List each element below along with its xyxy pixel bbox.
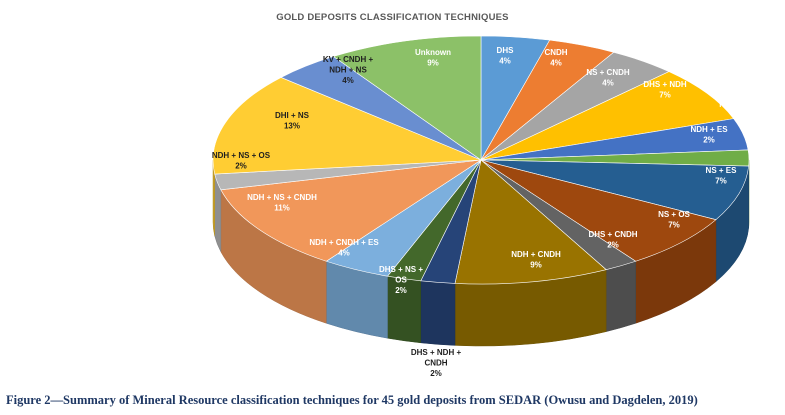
pie-slice-ns-os [480, 159, 717, 262]
slice-label-dhs-cndh: DHS + CNDH 2% [588, 230, 637, 250]
pie-slice-unknown [332, 35, 482, 161]
pie-slice-dhs-ndh [480, 71, 735, 161]
slice-label-ns-es: NS + ES 7% [706, 166, 738, 186]
figure-caption: Figure 2—Summary of Mineral Resource cla… [6, 393, 698, 407]
slice-label-ndh-ns-cndh: NDH + NS + CNDH 11% [247, 193, 317, 213]
slice-label-dhs-ns-os: DHS + NS + OS 2% [379, 265, 423, 295]
slice-label-ndh-cndh-es: NDH + CNDH + ES 4% [309, 238, 379, 258]
slice-label-ndh-es: NDH + ES 2% [690, 125, 728, 145]
slice-label-dhs: DHS 4% [497, 46, 515, 66]
slice-label-ns-cndh: NS + CNDH 4% [586, 68, 630, 88]
pie-side-dhs-cndh [605, 260, 636, 332]
pie-svg: DHS 4% CNDH 4% NS + CNDH 4% DHS + NDH 7% NDH + N… [211, 35, 758, 378]
slice-label-dhs-ndh-cndh: DHS + NDH + CNDH 2% [411, 348, 462, 378]
slice-label-ndh-ns: NDH + NS 4% [719, 100, 757, 120]
pie-slice-ndh-cndh [454, 159, 607, 285]
pie-side-dhs-ndh-cndh [420, 280, 456, 346]
slice-label-dhi-ns: DHI + NS 13% [275, 111, 310, 131]
pie-chart: GOLD DEPOSITS CLASSIFICATION TECHNIQUES … [211, 12, 758, 378]
slice-label-cndh: CNDH 4% [544, 48, 567, 68]
slice-label-ndh-ns-os: NDH + NS + OS 2% [212, 151, 271, 171]
pie-top-faces [212, 35, 750, 285]
pie-slice-ns-es [480, 159, 750, 220]
chart-title: GOLD DEPOSITS CLASSIFICATION TECHNIQUES [276, 12, 509, 23]
pie-labels: DHS 4% CNDH 4% NS + CNDH 4% DHS + NDH 7% NDH + N… [212, 46, 758, 378]
pie-slice-ndh-ns-cndh [220, 159, 482, 262]
slice-label-unknown: Unknown 9% [415, 48, 451, 68]
slice-label-ndh-cndh: NDH + CNDH 9% [511, 250, 561, 270]
slice-label-dhs-ndh: DHS + NDH 7% [643, 80, 687, 100]
pie-slice-dhi-ns [212, 77, 482, 175]
slice-label-ns-os: NS + OS 7% [658, 210, 690, 230]
slice-label-kv-cndh-ndh-ns: KV + CNDH + NDH + NS 4% [323, 55, 374, 85]
pie-side-walls [212, 159, 750, 347]
